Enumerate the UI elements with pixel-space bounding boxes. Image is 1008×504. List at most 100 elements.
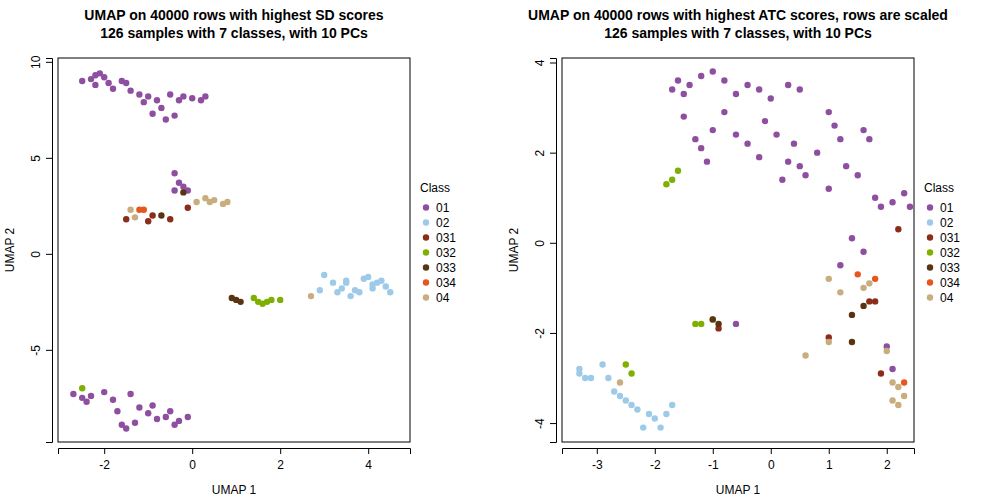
- series: [158, 189, 244, 305]
- point: [623, 397, 629, 403]
- point: [92, 82, 98, 88]
- legend-label: 031: [940, 231, 960, 245]
- x-tick: 2: [277, 448, 284, 472]
- series: [669, 68, 913, 372]
- point: [149, 402, 155, 408]
- legend: Class010203103203303404: [420, 181, 456, 305]
- point: [733, 131, 739, 137]
- point: [866, 136, 872, 142]
- legend: Class010203103203303404: [924, 181, 960, 305]
- point: [628, 370, 634, 376]
- legend-marker: [927, 279, 933, 285]
- point: [132, 214, 138, 220]
- point: [167, 216, 173, 222]
- point: [105, 80, 111, 86]
- point: [321, 272, 327, 278]
- point: [837, 136, 843, 142]
- y-tick-mark: [550, 63, 556, 64]
- point: [907, 204, 913, 210]
- point: [158, 105, 164, 111]
- point: [88, 393, 94, 399]
- point: [895, 226, 901, 232]
- point: [114, 408, 120, 414]
- point: [855, 172, 861, 178]
- x-tick: 4: [365, 448, 372, 472]
- point: [123, 425, 129, 431]
- point: [582, 375, 588, 381]
- point: [167, 408, 173, 414]
- point: [123, 80, 129, 86]
- point: [675, 167, 681, 173]
- point: [698, 145, 704, 151]
- y-tick: 4: [533, 59, 556, 66]
- point: [779, 176, 785, 182]
- point: [744, 82, 750, 88]
- x-axis-title: UMAP 1: [716, 483, 761, 497]
- point: [110, 397, 116, 403]
- x-tick-label: -2: [650, 458, 661, 472]
- point: [576, 370, 582, 376]
- point: [837, 262, 843, 268]
- point: [193, 199, 199, 205]
- y-tick-mark: [550, 333, 556, 334]
- y-tick-mark: [46, 350, 52, 351]
- y-tick-label: 5: [29, 155, 43, 162]
- y-tick: -4: [533, 418, 556, 429]
- point: [158, 212, 164, 218]
- point: [773, 131, 779, 137]
- legend-marker: [927, 204, 933, 210]
- legend-label: 02: [940, 216, 954, 230]
- point: [628, 402, 634, 408]
- y-tick-label: -2: [533, 328, 547, 339]
- point: [149, 110, 155, 116]
- legend-label: 032: [436, 246, 456, 260]
- point: [127, 206, 133, 212]
- x-axis-line: [59, 449, 411, 455]
- point: [814, 149, 820, 155]
- series: [576, 361, 675, 430]
- x-axis: -2024: [59, 448, 411, 472]
- point: [154, 97, 160, 103]
- point: [277, 297, 283, 303]
- x-tick-mark: [368, 448, 369, 454]
- point: [268, 297, 274, 303]
- point: [663, 181, 669, 187]
- legend-label: 034: [436, 276, 456, 290]
- point: [826, 339, 832, 345]
- series: [623, 167, 716, 376]
- point: [149, 212, 155, 218]
- point: [826, 109, 832, 115]
- point: [167, 91, 173, 97]
- point: [698, 321, 704, 327]
- point: [733, 91, 739, 97]
- point: [756, 154, 762, 160]
- point: [785, 82, 791, 88]
- point: [70, 391, 76, 397]
- point: [895, 384, 901, 390]
- title: UMAP on 40000 rows with highest ATC scor…: [528, 7, 948, 23]
- x-tick-mark: [104, 448, 105, 454]
- x-tick: -1: [708, 448, 719, 472]
- point: [802, 352, 808, 358]
- point: [308, 293, 314, 299]
- x-tick-mark: [771, 448, 772, 454]
- y-tick-label: -4: [533, 418, 547, 429]
- point: [901, 393, 907, 399]
- series: [715, 226, 901, 377]
- point: [698, 73, 704, 79]
- x-tick-mark: [713, 448, 714, 454]
- point: [599, 361, 605, 367]
- y-tick: -5: [29, 345, 52, 356]
- legend-marker: [423, 249, 429, 255]
- point: [797, 86, 803, 92]
- point: [721, 109, 727, 115]
- point: [884, 348, 890, 354]
- legend-label: 032: [940, 246, 960, 260]
- y-tick-label: 10: [29, 55, 43, 69]
- legend-marker: [927, 249, 933, 255]
- point: [872, 298, 878, 304]
- x-tick: -2: [650, 448, 661, 472]
- series: [70, 70, 208, 432]
- point: [617, 393, 623, 399]
- point: [141, 99, 147, 105]
